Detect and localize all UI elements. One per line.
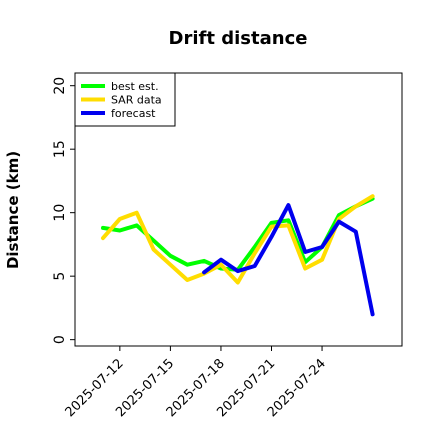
series-line-forecast <box>202 203 375 317</box>
series-line-sar-data <box>101 194 375 285</box>
chart-title: Drift distance <box>169 28 308 49</box>
legend-label: best est. <box>111 80 159 93</box>
y-tick-label: 5 <box>52 272 68 281</box>
legend-label: SAR data <box>111 94 162 107</box>
y-tick-label: 20 <box>52 77 68 95</box>
y-tick-label: 10 <box>52 204 68 222</box>
y-tick-label: 0 <box>52 335 68 344</box>
plot-area: 051015202025-07-122025-07-152025-07-1820… <box>52 72 403 420</box>
y-tick-label: 15 <box>52 140 68 158</box>
y-axis-label: Distance (km) <box>4 151 22 269</box>
plot-frame <box>74 72 403 347</box>
legend-label: forecast <box>111 107 156 120</box>
